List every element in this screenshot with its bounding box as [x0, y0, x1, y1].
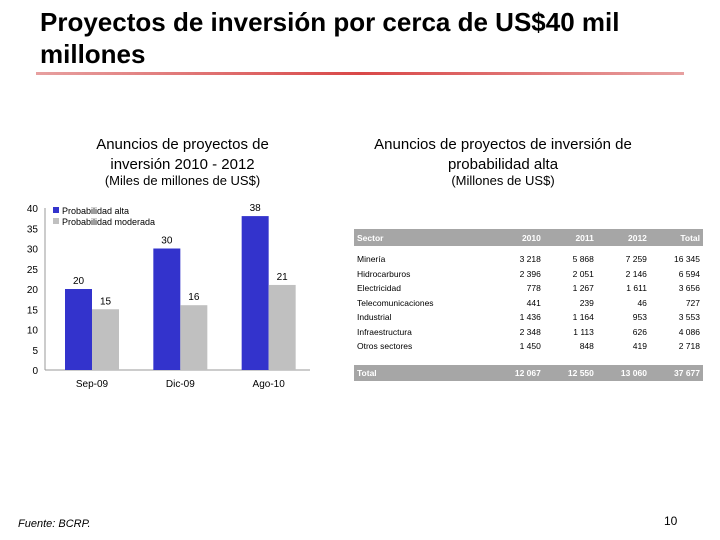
table-cell: 5 868: [572, 254, 594, 265]
bar-alta: [241, 216, 269, 370]
investment-table-panel: Sector 2010 2011 2012 Total Minería 3 21…: [354, 229, 703, 381]
table-cell: Telecomunicaciones: [357, 297, 434, 308]
bar-data-label: 16: [188, 292, 200, 303]
right-panel-title: Anuncios de proyectos de inversión de pr…: [374, 136, 632, 173]
table-cell: 239: [579, 297, 594, 308]
table-cell: 953: [632, 312, 647, 323]
y-tick-label: 35: [27, 224, 39, 235]
table-row: Telecomunicaciones 441 239 46 727: [354, 296, 703, 311]
table-row: Industrial 1 436 1 164 953 3 553: [354, 310, 703, 325]
investment-bar-chart: 0 5 10 15 20 25 30 35 40 20 15 Sep-09 30 16 Dic-09 38 21…: [27, 203, 310, 390]
table-total-cell: Total: [354, 364, 491, 381]
bar-data-label: 20: [73, 276, 85, 287]
table-total-cell: 12 550: [543, 364, 597, 381]
table-cell: Hidrocarburos: [357, 268, 411, 279]
table-cell: 2 718: [678, 341, 700, 352]
table-cell: 2 396: [519, 268, 541, 279]
table-cell: 1 164: [572, 312, 594, 323]
table-cell: 848: [579, 341, 594, 352]
table-cell: Minería: [357, 254, 386, 265]
table-cell: Infraestructura: [357, 326, 412, 337]
table-cell: 3 553: [678, 312, 700, 323]
legend-swatch: [53, 207, 59, 213]
source-note: Fuente: BCRP.: [18, 518, 91, 530]
y-tick-label: 25: [27, 265, 39, 276]
table-header-cell: 2011: [543, 229, 597, 246]
table-cell: 2 146: [625, 268, 647, 279]
bar-moderada: [180, 305, 208, 370]
table-cell: 46: [637, 297, 647, 308]
table-header-cell: 2010: [490, 229, 544, 246]
table-total-cell: 13 060: [596, 364, 650, 381]
x-tick-label: Ago-10: [253, 379, 286, 390]
bar-alta: [65, 289, 92, 370]
table-cell: 7 259: [625, 254, 647, 265]
left-panel-title: Anuncios de proyectos de inversión 2010 …: [96, 136, 269, 173]
legend-label: Probabilidad alta: [62, 206, 129, 216]
bar-data-label: 38: [250, 203, 262, 214]
y-tick-label: 0: [32, 366, 38, 377]
y-tick-label: 30: [27, 245, 39, 256]
left-panel-unit: (Miles de millones de US$): [104, 173, 261, 188]
table-cell: 419: [632, 341, 647, 352]
table-cell: 6 594: [678, 268, 700, 279]
bar-data-label: 30: [161, 236, 173, 247]
table-cell: 3 218: [519, 254, 541, 265]
slide-title: Proyectos de inversión por cerca de US$4…: [40, 7, 620, 69]
table-cell: 778: [526, 283, 541, 294]
table-cell: 4 086: [678, 326, 700, 337]
table-header-row: Sector 2010 2011 2012 Total: [354, 229, 703, 246]
bar-alta: [153, 248, 181, 370]
bar-moderada: [92, 309, 119, 370]
table-cell: 1 611: [626, 283, 647, 294]
table-row: Electricidad 778 1 267 1 611 3 656: [354, 281, 703, 296]
table-cell: 727: [685, 297, 700, 308]
table-cell: 16 345: [674, 254, 700, 265]
right-panel-unit: (Millones de US$): [451, 173, 555, 188]
table-total-cell: 37 677: [649, 364, 703, 381]
table-header-cell: Total: [649, 229, 703, 246]
table-header-cell: Sector: [354, 229, 491, 246]
table-total-row: Total 12 067 12 550 13 060 37 677: [354, 364, 703, 381]
bar-data-label: 21: [277, 272, 289, 283]
table-cell: 1 267: [572, 283, 594, 294]
table-cell: 1 436: [519, 312, 541, 323]
bar-moderada: [268, 284, 296, 370]
title-divider: [36, 72, 684, 75]
table-header-cell: 2012: [596, 229, 650, 246]
table-row: Otros sectores 1 450 848 419 2 718: [354, 339, 703, 357]
table-cell: 2 348: [519, 326, 541, 337]
table-cell: 441: [526, 297, 541, 308]
page-number: 10: [664, 514, 678, 528]
table-cell: Electricidad: [357, 283, 401, 294]
y-tick-label: 40: [27, 204, 39, 215]
table-row: Hidrocarburos 2 396 2 051 2 146 6 594: [354, 267, 703, 282]
legend-label: Probabilidad moderada: [62, 217, 155, 227]
bar-data-label: 15: [100, 296, 112, 307]
table-cell: 626: [632, 326, 647, 337]
table-cell: 3 656: [678, 283, 700, 294]
table-row: Minería 3 218 5 868 7 259 16 345: [354, 252, 703, 267]
x-tick-label: Dic-09: [166, 379, 195, 390]
y-tick-label: 10: [27, 326, 39, 337]
table-cell: 1 450: [519, 341, 541, 352]
legend-swatch: [53, 218, 59, 224]
table-cell: 1 113: [573, 326, 594, 337]
y-tick-label: 20: [27, 285, 39, 296]
table-cell: Otros sectores: [357, 341, 413, 352]
table-total-cell: 12 067: [490, 364, 544, 381]
y-tick-label: 15: [27, 305, 39, 316]
investment-table: Sector 2010 2011 2012 Total Minería 3 21…: [354, 229, 703, 381]
x-tick-label: Sep-09: [76, 379, 109, 390]
table-row: Infraestructura 2 348 1 113 626 4 086: [354, 325, 703, 340]
table-cell: 2 051: [572, 268, 594, 279]
y-tick-label: 5: [32, 346, 38, 357]
table-cell: Industrial: [357, 312, 392, 323]
